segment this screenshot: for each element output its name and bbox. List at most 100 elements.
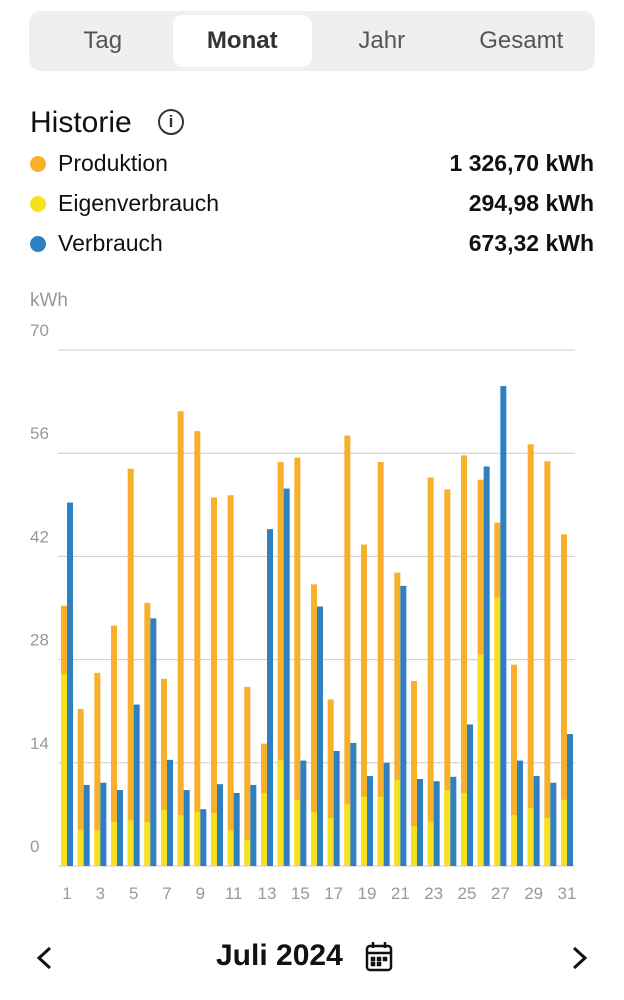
bar [483,466,490,866]
bar [361,796,367,866]
info-icon[interactable]: i [158,109,184,135]
bar [77,708,84,866]
bar [177,815,184,866]
bar [411,826,417,866]
bar [333,751,340,866]
bar [461,455,467,866]
bar [427,477,434,866]
tab[interactable]: Gesamt [479,27,564,54]
bar [211,497,217,866]
bar [327,818,334,866]
bar [200,809,207,866]
legend-total: 1 326,70 kWh [449,150,594,176]
legend-total: 673,32 kWh [468,230,594,256]
bar [527,444,534,866]
calendar-icon[interactable] [365,942,393,972]
bar [127,820,134,866]
legend-name: Eigenverbrauch [58,190,220,216]
bar [267,529,273,866]
prev-button[interactable] [36,946,52,970]
bar [444,790,451,866]
x-tick-label: 13 [258,884,277,903]
y-tick-label: 42 [30,527,49,546]
bar [167,759,173,866]
x-tick-label: 21 [391,884,410,903]
x-tick-label: 27 [491,884,510,903]
bar [294,799,301,866]
tab[interactable]: Jahr [358,27,406,54]
bar [494,597,501,866]
y-tick-label: 56 [30,424,49,443]
x-tick-label: 15 [291,884,310,903]
bar [377,796,384,866]
bar [244,686,251,866]
y-tick-label: 28 [30,631,49,650]
tab-selected[interactable]: Monat [172,15,312,67]
period-tabs: Tag Monat Jahr Gesamt [29,11,595,71]
month-nav: Juli 2024 [0,937,624,981]
bar [150,618,157,866]
bar [500,386,507,866]
bar [517,760,523,866]
bar [450,776,457,866]
nav-icons [36,942,588,972]
x-tick-label: 3 [96,884,105,903]
bar [67,502,73,866]
bar [94,829,101,866]
unit-label: kWh [30,290,68,311]
bar [194,812,201,866]
bar [294,457,301,866]
bar [227,829,234,866]
bar [461,793,467,866]
bar [527,807,534,866]
legend-item: Eigenverbrauch 294,98 kWh [30,188,594,218]
tab[interactable]: Tag [83,27,123,54]
x-tick-label: 11 [225,884,243,903]
bar [377,462,384,866]
bar [250,784,257,866]
month-label: Juli 2024 [216,939,343,972]
bar [111,821,117,866]
bar [77,829,84,866]
bar [427,821,434,866]
bar [244,840,251,866]
bar [261,793,267,866]
bar [61,674,67,866]
bar [533,776,540,866]
x-tick-label: 31 [558,884,577,903]
section-title: Historie [30,106,132,139]
bar [94,672,101,866]
bar [277,759,284,866]
x-tick-label: 1 [62,884,71,903]
legend-name: Verbrauch [58,230,163,256]
bar [383,762,390,866]
bar [300,760,307,866]
bar [394,572,401,866]
legend-item: Verbrauch 673,32 kWh [30,228,594,258]
bar [544,818,551,866]
bar [344,435,351,866]
bar [144,821,151,866]
legend-total: 294,98 kWh [468,190,594,216]
bar [467,724,473,866]
legend-name: Produktion [58,150,168,176]
x-tick-label: 25 [458,884,477,903]
bar [411,680,417,866]
bar [561,799,567,866]
x-tick-label: 23 [424,884,443,903]
legend-dot [30,196,46,212]
bar [444,489,451,866]
bar [100,782,107,866]
bar [394,779,401,866]
bar [111,625,117,866]
bar [433,781,440,866]
bar [277,462,284,866]
bar [127,468,134,866]
x-tick-label: 5 [129,884,138,903]
next-button[interactable] [572,946,588,970]
bar [283,488,290,866]
legend-item: Produktion 1 326,70 kWh [30,148,594,178]
bar [361,544,367,866]
